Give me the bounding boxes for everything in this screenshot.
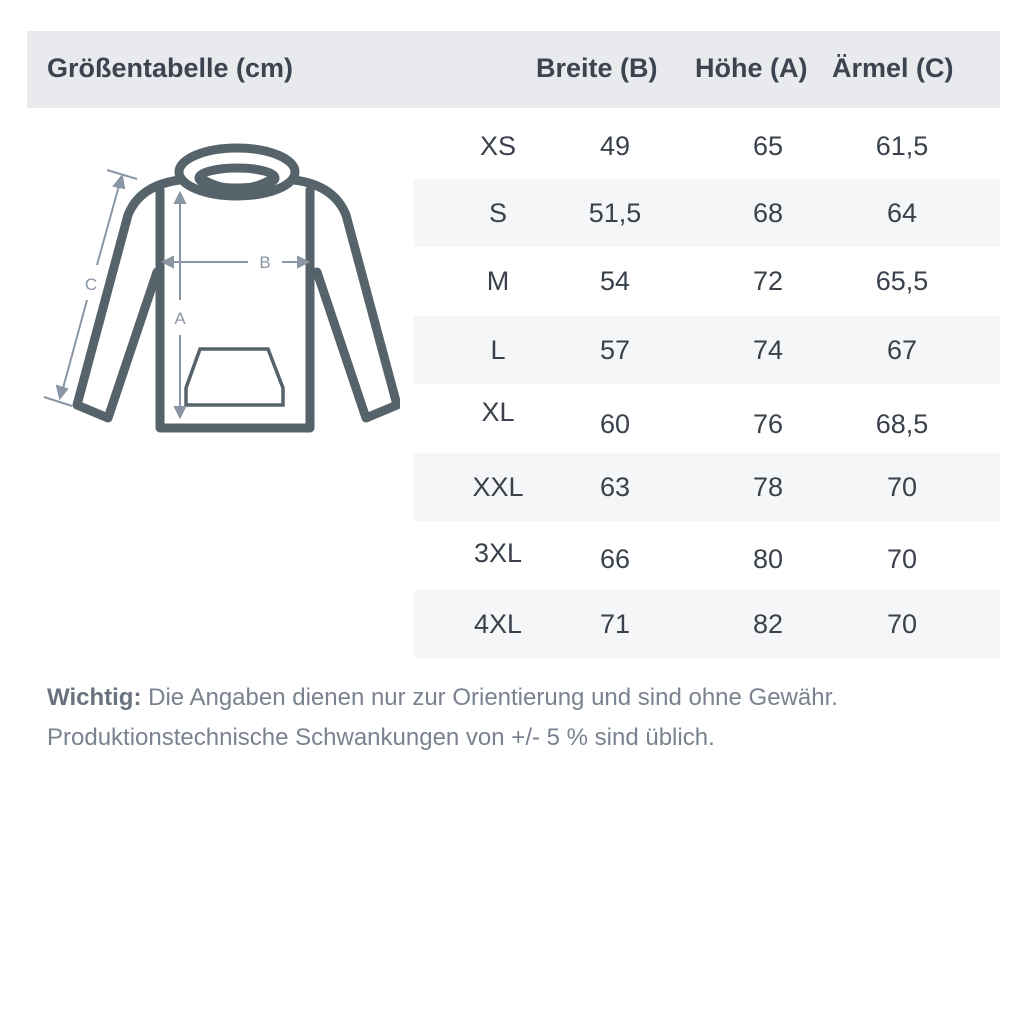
- size-cell: L: [490, 335, 506, 365]
- aermel-cell: 70: [886, 472, 918, 502]
- size-cell: 4XL: [473, 609, 523, 639]
- disclaimer-note: Wichtig: Die Angaben dienen nur zur Orie…: [47, 678, 838, 758]
- label-a: A: [174, 309, 186, 328]
- table-row: S 51,5 68 64: [414, 179, 1000, 247]
- arrow-a-head-top: [173, 190, 187, 204]
- size-cell: XXL: [472, 472, 524, 502]
- size-cell: M: [486, 266, 510, 296]
- label-c: C: [85, 275, 97, 294]
- size-cell: S: [488, 198, 507, 228]
- hoodie-outline: [72, 143, 400, 433]
- breite-cell: 51,5: [588, 198, 642, 228]
- breite-cell: 66: [599, 544, 631, 574]
- label-b: B: [259, 253, 270, 272]
- size-cell: XL: [481, 397, 515, 427]
- table-header: Größentabelle (cm) Breite (B) Höhe (A) Ä…: [27, 31, 1000, 108]
- breite-cell: 49: [599, 131, 631, 161]
- table-row: XS 49 65 61,5: [414, 112, 1000, 180]
- aermel-cell: 70: [886, 609, 918, 639]
- breite-cell: 71: [599, 609, 631, 639]
- table-row: XXL 63 78 70: [414, 453, 1000, 521]
- hoodie-diagram: A B C: [43, 143, 400, 433]
- note-line-2: Produktionstechnische Schwankungen von +…: [47, 724, 715, 751]
- hoehe-cell: 68: [752, 198, 784, 228]
- table-row: L 57 74 67: [414, 316, 1000, 384]
- column-header-hoehe: Höhe (A): [695, 53, 808, 83]
- arrow-c-top: [96, 181, 121, 266]
- note-line-1: Die Angaben dienen nur zur Orientierung …: [141, 684, 838, 711]
- breite-cell: 60: [599, 409, 631, 439]
- aermel-cell: 65,5: [875, 266, 929, 296]
- arrow-b-head-left: [160, 255, 174, 269]
- table-row: XL 60 76 68,5: [414, 384, 1000, 452]
- arrow-a-head-bottom: [173, 406, 187, 420]
- arrow-c-head-top: [112, 173, 126, 190]
- aermel-cell: 64: [886, 198, 918, 228]
- hoehe-cell: 74: [752, 335, 784, 365]
- arrow-c-cap-bottom: [43, 396, 73, 407]
- aermel-cell: 68,5: [875, 409, 929, 439]
- hoehe-cell: 65: [752, 131, 784, 161]
- arrow-c-bottom: [61, 299, 88, 393]
- column-header-breite: Breite (B): [536, 53, 658, 83]
- arrow-b-head-right: [297, 255, 311, 269]
- table-row: M 54 72 65,5: [414, 247, 1000, 315]
- aermel-cell: 61,5: [875, 131, 929, 161]
- measure-arrows: [43, 169, 311, 420]
- aermel-cell: 70: [886, 544, 918, 574]
- hoehe-cell: 72: [752, 266, 784, 296]
- breite-cell: 54: [599, 266, 631, 296]
- hoehe-cell: 78: [752, 472, 784, 502]
- size-cell: 3XL: [473, 538, 523, 568]
- hoehe-cell: 82: [752, 609, 784, 639]
- note-label: Wichtig:: [47, 684, 142, 711]
- breite-cell: 57: [599, 335, 631, 365]
- table-row: 3XL 66 80 70: [414, 522, 1000, 590]
- page-title: Größentabelle (cm): [47, 53, 294, 83]
- aermel-cell: 67: [886, 335, 918, 365]
- size-cell: XS: [479, 131, 517, 161]
- arrow-c-head-bottom: [55, 384, 69, 401]
- hoehe-cell: 80: [752, 544, 784, 574]
- breite-cell: 63: [599, 472, 631, 502]
- table-row: 4XL 71 82 70: [414, 590, 1000, 658]
- pocket-outline: [184, 347, 285, 407]
- column-header-aermel: Ärmel (C): [832, 53, 954, 83]
- hoehe-cell: 76: [752, 409, 784, 439]
